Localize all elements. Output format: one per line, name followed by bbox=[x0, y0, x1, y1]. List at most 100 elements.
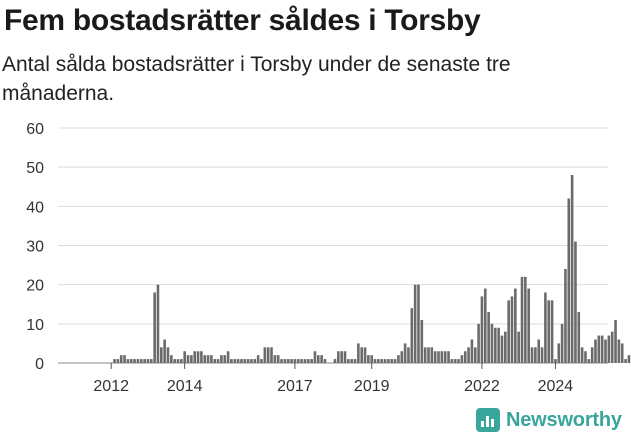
bar bbox=[353, 359, 357, 363]
bar bbox=[607, 335, 611, 363]
bar bbox=[250, 359, 253, 363]
bar bbox=[119, 355, 123, 363]
bar bbox=[433, 351, 437, 363]
grid-lines bbox=[58, 127, 608, 364]
bar bbox=[587, 359, 591, 363]
bar bbox=[323, 359, 327, 363]
bar bbox=[447, 351, 450, 363]
y-tick-label: 30 bbox=[26, 239, 44, 256]
bar bbox=[116, 359, 120, 363]
bar bbox=[146, 359, 150, 363]
bar bbox=[300, 359, 303, 363]
bar bbox=[580, 347, 584, 363]
bar bbox=[233, 359, 237, 363]
bar bbox=[403, 343, 407, 363]
bar-chart-icon bbox=[476, 408, 500, 432]
bar bbox=[413, 284, 417, 363]
bar bbox=[397, 355, 400, 363]
bar bbox=[153, 292, 156, 363]
bar bbox=[113, 359, 116, 363]
bar bbox=[527, 288, 530, 363]
bar bbox=[550, 300, 554, 363]
bar bbox=[467, 347, 470, 363]
bar bbox=[530, 347, 534, 363]
bar bbox=[407, 347, 410, 363]
chart-subtitle: Antal sålda bostadsrätter i Torsby under… bbox=[2, 53, 511, 105]
bar bbox=[494, 327, 497, 363]
x-axis: 2012 2014 2017 2019 2022 2024 bbox=[93, 363, 573, 395]
x-tick-label: 2024 bbox=[538, 378, 574, 395]
bar bbox=[166, 347, 170, 363]
bar bbox=[487, 312, 490, 363]
bar bbox=[427, 347, 430, 363]
bar bbox=[123, 355, 126, 363]
bar bbox=[170, 355, 173, 363]
bar bbox=[220, 355, 223, 363]
bar bbox=[280, 359, 283, 363]
bar bbox=[129, 359, 133, 363]
bar bbox=[480, 296, 484, 363]
bar bbox=[393, 359, 397, 363]
y-tick-label: 10 bbox=[26, 317, 44, 334]
bar bbox=[266, 347, 270, 363]
bar bbox=[243, 359, 247, 363]
bar bbox=[463, 351, 467, 363]
bar bbox=[216, 359, 220, 363]
bar bbox=[590, 347, 594, 363]
bar bbox=[163, 339, 166, 363]
bar bbox=[483, 288, 487, 363]
bar bbox=[226, 351, 230, 363]
newsworthy-logo[interactable]: Newsworthy bbox=[476, 408, 622, 432]
bar bbox=[276, 355, 280, 363]
bar bbox=[377, 359, 380, 363]
bar bbox=[443, 351, 447, 363]
bar bbox=[504, 331, 507, 363]
bar bbox=[340, 351, 343, 363]
bar bbox=[303, 359, 307, 363]
bar bbox=[600, 335, 604, 363]
bar bbox=[410, 308, 414, 363]
y-tick-label: 60 bbox=[26, 121, 44, 138]
bar bbox=[497, 327, 500, 363]
bar bbox=[537, 339, 541, 363]
bar bbox=[514, 288, 517, 363]
x-tick-label: 2017 bbox=[277, 378, 313, 395]
x-tick-label: 2022 bbox=[464, 378, 500, 395]
bar bbox=[584, 351, 587, 363]
bar bbox=[564, 269, 567, 363]
bar bbox=[296, 359, 300, 363]
y-axis: 0 10 20 30 40 50 60 bbox=[26, 121, 44, 373]
bar bbox=[283, 359, 287, 363]
x-tick-label: 2019 bbox=[354, 378, 390, 395]
bar bbox=[286, 359, 290, 363]
bar bbox=[380, 359, 384, 363]
bar bbox=[273, 355, 277, 363]
bar bbox=[313, 351, 317, 363]
bar bbox=[320, 355, 323, 363]
y-tick-label: 20 bbox=[26, 278, 44, 295]
bars bbox=[113, 175, 631, 363]
bar bbox=[256, 355, 260, 363]
bar bbox=[357, 343, 360, 363]
bar bbox=[510, 296, 514, 363]
bar bbox=[520, 276, 524, 363]
bar bbox=[440, 351, 444, 363]
bar bbox=[450, 359, 454, 363]
bar bbox=[270, 347, 273, 363]
bar bbox=[293, 359, 297, 363]
bar bbox=[574, 241, 577, 363]
bar bbox=[246, 359, 250, 363]
bar bbox=[196, 351, 200, 363]
bar bbox=[173, 359, 176, 363]
bar bbox=[183, 351, 186, 363]
bar bbox=[206, 355, 210, 363]
bar bbox=[430, 347, 434, 363]
bar bbox=[306, 359, 310, 363]
bar bbox=[567, 198, 571, 363]
bar bbox=[417, 284, 420, 363]
bar bbox=[180, 359, 183, 363]
x-tick-label: 2014 bbox=[167, 378, 203, 395]
bar bbox=[610, 331, 614, 363]
bar bbox=[604, 339, 607, 363]
